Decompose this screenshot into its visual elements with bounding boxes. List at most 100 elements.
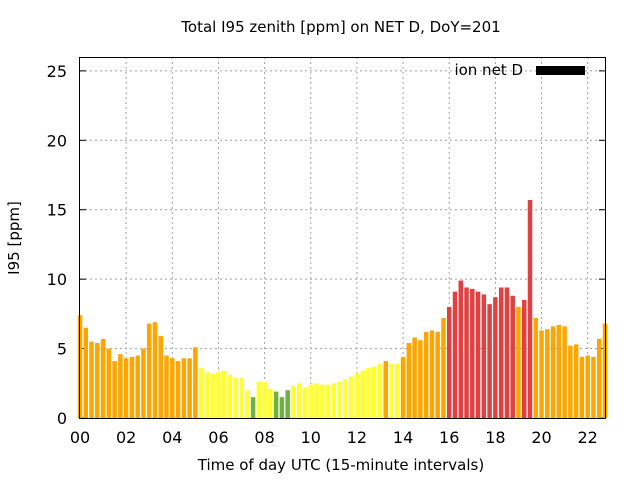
bar (377, 363, 383, 418)
bar (89, 341, 94, 418)
bar (591, 356, 596, 418)
bar (579, 356, 585, 418)
bar (435, 331, 440, 418)
bar (337, 381, 342, 418)
bar (539, 330, 544, 418)
x-tick-label: 08 (254, 428, 274, 447)
y-tick-label: 15 (47, 201, 67, 220)
x-tick-label: 10 (301, 428, 321, 447)
bar (106, 348, 112, 418)
x-tick-label: 20 (531, 428, 551, 447)
x-tick-label: 16 (439, 428, 459, 447)
bar (429, 330, 435, 418)
bar (279, 397, 285, 418)
bar (291, 386, 296, 418)
bar (158, 336, 164, 418)
bar (239, 377, 244, 418)
bar (458, 280, 464, 418)
bar (371, 366, 377, 418)
bar (308, 384, 314, 418)
bar (118, 354, 123, 418)
y-tick-label: 0 (57, 409, 67, 428)
x-tick-label: 22 (578, 428, 598, 447)
bar (146, 323, 152, 418)
bar (233, 377, 239, 418)
bar (521, 299, 527, 418)
chart-title: Total I95 zenith [ppm] on NET D, DoY=201 (180, 18, 500, 36)
y-tick-label: 5 (57, 340, 67, 359)
bar (296, 383, 302, 418)
bar (400, 356, 406, 418)
bar (152, 322, 158, 418)
bar (510, 295, 515, 418)
bar (348, 376, 354, 418)
y-tick-label: 10 (47, 270, 67, 289)
x-tick-label: 14 (393, 428, 413, 447)
y-axis-title: I95 [ppm] (5, 201, 23, 275)
bar (487, 304, 492, 418)
bar (568, 345, 573, 418)
bar (383, 361, 389, 418)
bar (198, 368, 204, 418)
y-tick-label: 25 (47, 62, 67, 81)
bar (585, 355, 590, 418)
bar (545, 329, 550, 418)
bar (498, 287, 504, 418)
x-tick-label: 00 (70, 428, 90, 447)
bar (562, 326, 567, 418)
bar (527, 200, 533, 418)
bar (100, 338, 106, 418)
bar (366, 368, 371, 418)
bar (221, 370, 227, 418)
bar (573, 344, 579, 418)
bar (262, 381, 267, 418)
bar (227, 374, 233, 418)
bar (95, 343, 100, 418)
legend: ion net D (454, 61, 585, 79)
bar (504, 287, 510, 418)
bar (470, 288, 475, 418)
bar (83, 327, 89, 418)
bar (256, 381, 262, 418)
bar (516, 306, 521, 418)
bar (302, 387, 308, 418)
bar (250, 397, 256, 418)
bar (360, 370, 365, 418)
bar (452, 291, 458, 418)
bar (446, 306, 452, 418)
bar (343, 379, 348, 418)
bar (285, 390, 290, 418)
bar (187, 358, 192, 418)
bar (354, 373, 360, 418)
bar (193, 347, 198, 418)
bar (320, 384, 325, 418)
bar (141, 348, 146, 418)
bar (216, 372, 221, 418)
bar (314, 383, 319, 418)
bar (204, 372, 210, 418)
bar (245, 390, 250, 418)
legend-label: ion net D (454, 61, 523, 79)
bar (181, 358, 187, 418)
x-tick-label: 04 (162, 428, 182, 447)
legend-swatch (536, 66, 585, 75)
bar (325, 384, 331, 418)
x-tick-label: 18 (485, 428, 505, 447)
x-tick-label: 06 (208, 428, 228, 447)
bar (395, 363, 400, 418)
bar (112, 361, 117, 418)
bar (475, 291, 481, 418)
bar (331, 383, 337, 418)
bar (533, 318, 539, 418)
x-tick-label: 12 (347, 428, 367, 447)
x-tick-label: 02 (116, 428, 136, 447)
bar (123, 358, 129, 418)
bar (164, 355, 169, 418)
bar (135, 355, 140, 418)
bar (493, 297, 498, 418)
bar (129, 356, 135, 418)
x-axis-title: Time of day UTC (15-minute intervals) (197, 456, 484, 474)
bar (423, 331, 429, 418)
y-tick-label: 20 (47, 131, 67, 150)
